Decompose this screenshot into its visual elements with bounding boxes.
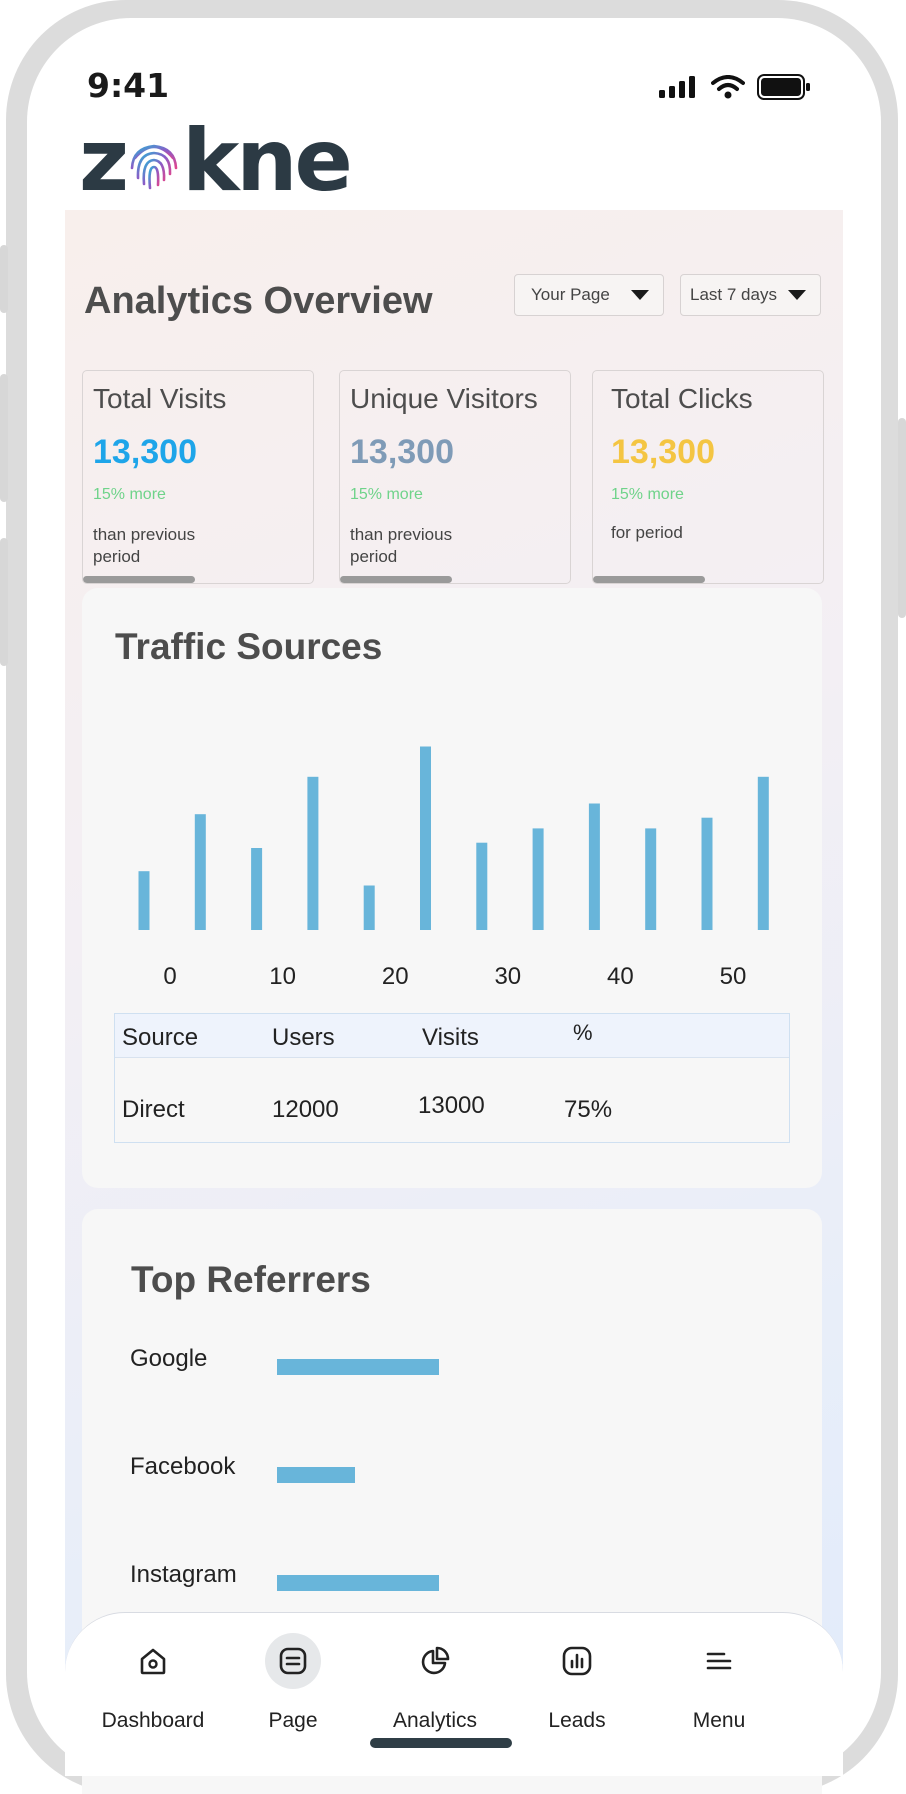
page-title: Analytics Overview [84, 280, 433, 322]
chevron-down-icon [631, 290, 649, 300]
stat-card-unique-visitors[interactable]: Unique Visitors 13,300 15% more than pre… [339, 370, 571, 584]
nav-label: Menu [692, 1709, 746, 1732]
table-header-source: Source [122, 1024, 199, 1051]
volume-up-button [0, 374, 8, 502]
menu-icon [699, 1641, 739, 1681]
stat-change: 15% more [350, 486, 423, 503]
page-icon [265, 1633, 321, 1689]
zokne-logo: z kne [79, 111, 353, 211]
stat-card-total-visits[interactable]: Total Visits 13,300 15% more than previo… [82, 370, 314, 584]
traffic-sources-panel: Traffic Sources 0 10 20 30 40 50 Source Users… [82, 588, 822, 1188]
stat-label: Unique Visitors [350, 383, 538, 414]
home-indicator [370, 1738, 512, 1748]
stat-change: 15% more [93, 486, 166, 503]
nav-label: Page [268, 1709, 318, 1732]
chart-bar [307, 776, 319, 930]
stat-card-total-clicks[interactable]: Total Clicks 13,300 15% more for period [592, 370, 824, 584]
stat-label: Total Visits [93, 383, 227, 414]
chart-bar [701, 817, 713, 930]
stat-scroll-bar [340, 576, 452, 583]
stat-change: 15% more [611, 486, 684, 503]
traffic-table: Source Users Visits % Direct 12000 13000… [114, 1013, 790, 1143]
stat-note: than previous period [93, 525, 196, 566]
chart-bar [532, 828, 544, 930]
logo-text-right: kne [182, 111, 353, 211]
chevron-down-icon [788, 290, 806, 300]
chart-bar [363, 885, 375, 930]
x-tick-label: 20 [382, 963, 409, 988]
stat-scroll-bar [83, 576, 195, 583]
stat-scroll-bar [593, 576, 705, 583]
x-tick-label: 0 [163, 963, 176, 988]
chart-bar [757, 776, 769, 930]
stat-note: than previous period [350, 525, 453, 566]
x-tick-label: 10 [269, 963, 296, 988]
nav-label: Analytics [392, 1709, 478, 1732]
table-header-percent: % [573, 1020, 593, 1045]
chart-bar [645, 828, 657, 930]
referrer-bar [277, 1467, 355, 1483]
volume-button [0, 245, 8, 313]
x-tick-label: 50 [720, 963, 747, 988]
chart-bar [476, 842, 488, 930]
nav-label: Leads [548, 1709, 606, 1732]
home-icon [133, 1641, 173, 1681]
wifi-icon [711, 75, 745, 99]
x-tick-label: 30 [494, 963, 521, 988]
referrer-label: Facebook [130, 1453, 236, 1480]
stat-value: 13,300 [93, 433, 197, 471]
table-cell-source: Direct [122, 1096, 185, 1123]
volume-down-button [0, 538, 8, 666]
traffic-bar-chart: 0 10 20 30 40 50 [138, 746, 769, 988]
table-cell-visits: 13000 [418, 1092, 485, 1119]
battery-icon [757, 74, 810, 100]
signal-icon [659, 76, 695, 98]
page-select-value: Your Page [531, 285, 610, 304]
power-button [898, 418, 906, 618]
stat-value: 13,300 [611, 433, 715, 471]
content-area: Analytics Overview Your Page Last 7 days… [65, 210, 843, 1794]
bottom-navigation: Dashboard Page Analytics Leads Menu [65, 1612, 843, 1776]
chart-bar [588, 803, 600, 930]
status-icons [659, 74, 811, 100]
chart-bar [420, 746, 431, 930]
stat-label: Total Clicks [611, 383, 753, 414]
chart-bar [194, 814, 206, 930]
logo-text-left: z [79, 111, 129, 211]
stat-note: for period [611, 523, 683, 542]
top-referrers-title: Top Referrers [131, 1259, 371, 1300]
x-tick-label: 40 [607, 963, 634, 988]
stat-value: 13,300 [350, 433, 454, 471]
page-select[interactable]: Your Page [514, 274, 664, 316]
referrer-bar [277, 1575, 439, 1591]
chart-bar [138, 871, 150, 930]
period-select[interactable]: Last 7 days [680, 274, 821, 316]
table-cell-percent: 75% [564, 1096, 613, 1123]
table-cell-users: 12000 [272, 1096, 339, 1123]
referrer-bar [277, 1359, 439, 1375]
traffic-table-header [115, 1014, 789, 1058]
traffic-sources-title: Traffic Sources [115, 626, 383, 667]
status-time: 9:41 [87, 66, 170, 105]
pie-chart-icon [415, 1641, 455, 1681]
referrer-label: Google [130, 1345, 208, 1372]
bar-chart-icon [557, 1641, 597, 1681]
table-header-users: Users [272, 1024, 335, 1051]
period-select-value: Last 7 days [690, 285, 777, 304]
table-header-visits: Visits [422, 1024, 479, 1051]
fingerprint-icon [130, 144, 178, 192]
chart-bar [251, 848, 263, 930]
referrer-label: Instagram [130, 1561, 237, 1588]
nav-label: Dashboard [101, 1709, 205, 1732]
